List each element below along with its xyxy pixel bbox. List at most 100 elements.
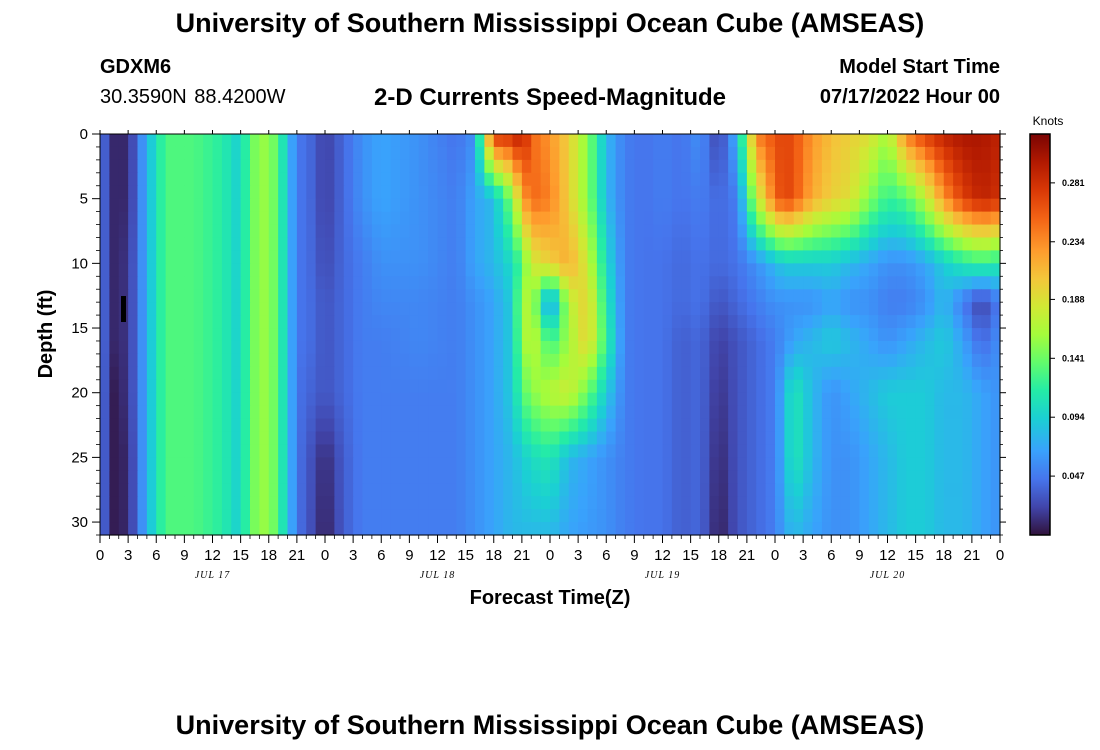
heatmap-cell (240, 237, 251, 252)
heatmap-cell (578, 289, 589, 303)
heatmap-cell (165, 289, 176, 303)
heatmap-cell (671, 496, 682, 510)
heatmap-cell (643, 366, 654, 381)
heatmap-cell (231, 263, 242, 277)
heatmap-cell (831, 198, 842, 213)
heatmap-cell (175, 366, 185, 381)
x-tick-label: 18 (485, 547, 502, 564)
heatmap-cell (146, 418, 157, 433)
heatmap-cell (334, 405, 345, 420)
heatmap-cell (296, 198, 307, 213)
heatmap-cell (793, 263, 804, 277)
heatmap-cell (109, 509, 120, 523)
heatmap-cell (343, 172, 354, 187)
heatmap-cell (775, 457, 785, 471)
heatmap-cell (812, 340, 823, 355)
heatmap-cell (925, 379, 935, 394)
heatmap-cell (250, 263, 260, 277)
heatmap-cell (259, 250, 270, 264)
heatmap-cell (653, 134, 664, 148)
heatmap-cell (118, 483, 129, 497)
x-tick-label: 12 (429, 547, 446, 564)
heatmap-cell (681, 328, 692, 342)
heatmap-cell (456, 379, 467, 394)
heatmap-cell (728, 315, 739, 329)
heatmap-cell (381, 509, 392, 523)
heatmap-cell (278, 302, 289, 316)
heatmap-cell (521, 146, 532, 161)
heatmap-cell (943, 522, 954, 536)
heatmap-cell (671, 470, 682, 484)
heatmap-cell (371, 302, 382, 316)
heatmap-cell (446, 392, 457, 407)
heatmap-cell (690, 509, 701, 523)
heatmap-cell (971, 353, 982, 368)
heatmap-cell (146, 185, 157, 200)
heatmap-cell (906, 392, 917, 407)
heatmap-cell (578, 276, 589, 290)
heatmap-cell (925, 237, 935, 252)
heatmap-cell (325, 315, 335, 329)
heatmap-cell (700, 224, 710, 239)
heatmap-cell (100, 444, 110, 458)
heatmap-cell (221, 340, 232, 355)
heatmap-cell (671, 289, 682, 303)
heatmap-cell (475, 509, 485, 523)
heatmap-cell (465, 263, 476, 277)
heatmap-cell (775, 431, 785, 446)
heatmap-cell (381, 134, 392, 148)
heatmap-cell (137, 405, 148, 420)
heatmap-cell (512, 405, 523, 420)
heatmap-cell (896, 224, 907, 239)
heatmap-cell (559, 366, 570, 381)
heatmap-cell (137, 302, 148, 316)
heatmap-cell (315, 483, 326, 497)
heatmap-cell (437, 483, 448, 497)
heatmap-cell (325, 444, 335, 458)
heatmap-cell (596, 276, 607, 290)
heatmap-cell (793, 276, 804, 290)
heatmap-cell (840, 237, 851, 252)
heatmap-cell (606, 418, 617, 433)
heatmap-cell (165, 276, 176, 290)
heatmap-cell (521, 405, 532, 420)
heatmap-cell (371, 198, 382, 213)
heatmap-cell (953, 302, 964, 316)
heatmap-cell (137, 263, 148, 277)
heatmap-cell (465, 392, 476, 407)
heatmap-cell (925, 522, 935, 536)
heatmap-cell (381, 418, 392, 433)
heatmap-cell (821, 185, 832, 200)
heatmap-cell (859, 211, 870, 226)
heatmap-cell (671, 315, 682, 329)
heatmap-cell (971, 496, 982, 510)
heatmap-cell (306, 405, 317, 420)
heatmap-cell (503, 250, 514, 264)
heatmap-cell (118, 328, 129, 342)
heatmap-cell (550, 340, 560, 355)
heatmap-cell (362, 289, 373, 303)
heatmap-cell (193, 405, 204, 420)
heatmap-cell (671, 457, 682, 471)
heatmap-cell (193, 172, 204, 187)
heatmap-cell (925, 431, 935, 446)
heatmap-cell (812, 328, 823, 342)
heatmap-cell (165, 496, 176, 510)
heatmap-cell (878, 392, 889, 407)
heatmap-cell (493, 431, 504, 446)
heatmap-cell (240, 353, 251, 368)
heatmap-cell (521, 302, 532, 316)
heatmap-cell (953, 353, 964, 368)
heatmap-cell (831, 496, 842, 510)
heatmap-cell (953, 185, 964, 200)
heatmap-cell (250, 366, 260, 381)
heatmap-cell (990, 302, 1001, 316)
heatmap-cell (418, 470, 429, 484)
heatmap-cell (615, 328, 626, 342)
heatmap-cell (821, 159, 832, 174)
heatmap-cell (550, 289, 560, 303)
heatmap-cell (981, 263, 992, 277)
heatmap-cell (100, 263, 110, 277)
heatmap-cell (906, 237, 917, 252)
